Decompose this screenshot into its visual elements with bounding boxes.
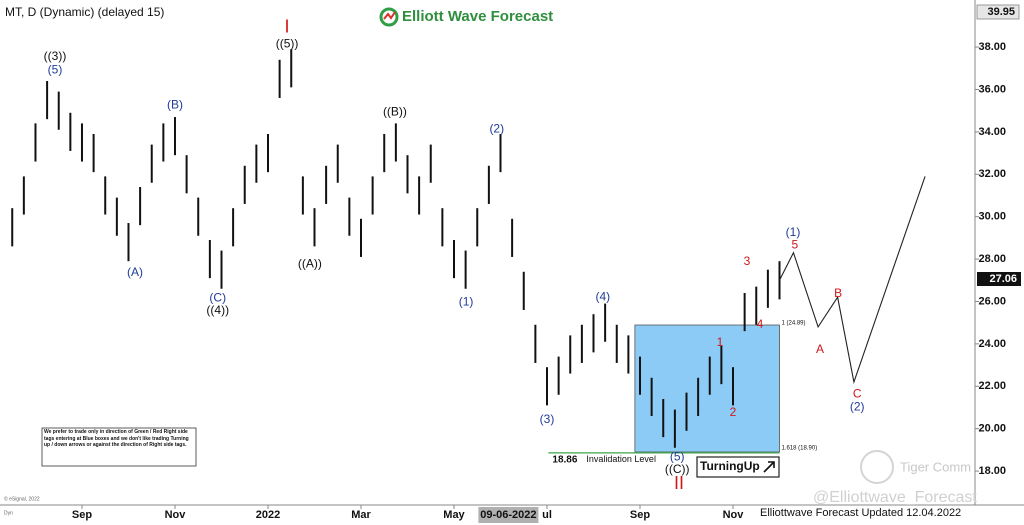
y-tick-label: 28.00: [978, 253, 1006, 265]
x-tick-label: Nov: [723, 509, 745, 521]
watermark: Tiger Comm: [900, 459, 971, 474]
wave-label: 1: [717, 335, 724, 349]
x-tick-label: Nov: [165, 509, 187, 521]
projection-path: [779, 176, 926, 385]
wave-label: (4): [595, 289, 610, 303]
chart-title: MT, D (Dynamic) (delayed 15): [5, 5, 164, 19]
wave-label: 2: [730, 405, 737, 419]
footer: Elliottwave Forecast Updated 12.04.2022: [760, 507, 961, 519]
brand-logo: [379, 7, 399, 27]
invalidation-text: Invalidation Level: [586, 454, 656, 464]
wave-label: ((C)): [665, 462, 690, 476]
brand-logo-wave: [383, 11, 396, 20]
y-tick-label: 24.00: [978, 338, 1006, 350]
disclaimer-box: [41, 427, 197, 467]
wave-label: (2): [850, 400, 865, 414]
wave-label: (1): [459, 294, 474, 308]
y-tick-label: 34.00: [978, 126, 1006, 138]
x-tick-label: Mar: [351, 509, 371, 521]
y-tick-label: 30.00: [978, 211, 1006, 223]
wave-label: 4: [757, 317, 764, 331]
wave-label: (5): [670, 449, 685, 463]
x-tick-label: ul: [542, 509, 552, 521]
badge-box: [696, 456, 780, 478]
wave-label: (C): [209, 290, 226, 304]
wave-label: (A): [127, 265, 143, 279]
y-tick-label: 32.00: [978, 168, 1006, 180]
badge-arrow: [763, 461, 775, 473]
disclaimer-holder: We prefer to trade only in direction of …: [44, 429, 189, 449]
wave-label: (3): [540, 412, 555, 426]
watermark: @Elliottwave_Forecast: [813, 489, 977, 506]
wave-label: ((A)): [298, 256, 322, 270]
last-price: 27.06: [989, 273, 1017, 285]
bars-layer: [11, 49, 781, 448]
box-layer: [548, 324, 780, 454]
copyright: © eSignal, 2022: [4, 495, 40, 502]
wave-label: ((5)): [276, 36, 299, 50]
top-price: 39.95: [987, 6, 1015, 18]
wave-label: II: [674, 473, 684, 493]
wave-label: ((B)): [383, 104, 407, 118]
y-tick-label: 18.00: [978, 465, 1006, 477]
wave-label: A: [816, 342, 824, 356]
disclaimer: We prefer to trade only in direction of …: [44, 429, 189, 449]
brand-name: Elliott Wave Forecast: [402, 8, 553, 25]
badge: TurningUp: [700, 459, 760, 473]
y-tick-label: 26.00: [978, 295, 1006, 307]
box-low-label: 1.618 (18.90): [782, 446, 818, 452]
overlay-layer: 18.00 20.00 22.00 24.00 26.00 28.00 30.00 32.00…: [44, 4, 1021, 523]
wave-label: (B): [167, 97, 183, 111]
wave-label: (1): [786, 225, 801, 239]
last-price-box: [977, 272, 1021, 287]
x-tick-label: 2022: [256, 509, 280, 521]
y-tick-label: 20.00: [978, 423, 1006, 435]
watermark-logo: [860, 450, 894, 484]
interval-tag: Dyn: [4, 510, 13, 516]
wave-label: (2): [489, 121, 504, 135]
cursor-date-box: [478, 507, 539, 523]
top-price-box: [976, 4, 1020, 20]
wave-label: 5: [792, 237, 799, 251]
box-high-label: 1 (24.89): [782, 321, 806, 327]
x-tick-label: Sep: [72, 509, 92, 521]
wave-label: 3: [744, 254, 751, 268]
cursor-date: 09-06-2022: [480, 509, 536, 521]
wave-label: ((3)): [44, 49, 67, 63]
y-tick-label: 38.00: [978, 41, 1006, 53]
blue-box: [634, 324, 780, 453]
wave-label: C: [853, 386, 862, 400]
x-tick-label: Sep: [630, 509, 650, 521]
wave-label: I: [285, 17, 290, 37]
y-tick-label: 22.00: [978, 380, 1006, 392]
wave-label: ((4)): [206, 303, 229, 317]
x-tick-label: May: [443, 509, 465, 521]
invalidation-value: 18.86: [552, 454, 577, 465]
wave-label: B: [834, 286, 842, 300]
y-tick-label: 36.00: [978, 83, 1006, 95]
wave-label: (5): [48, 63, 63, 77]
